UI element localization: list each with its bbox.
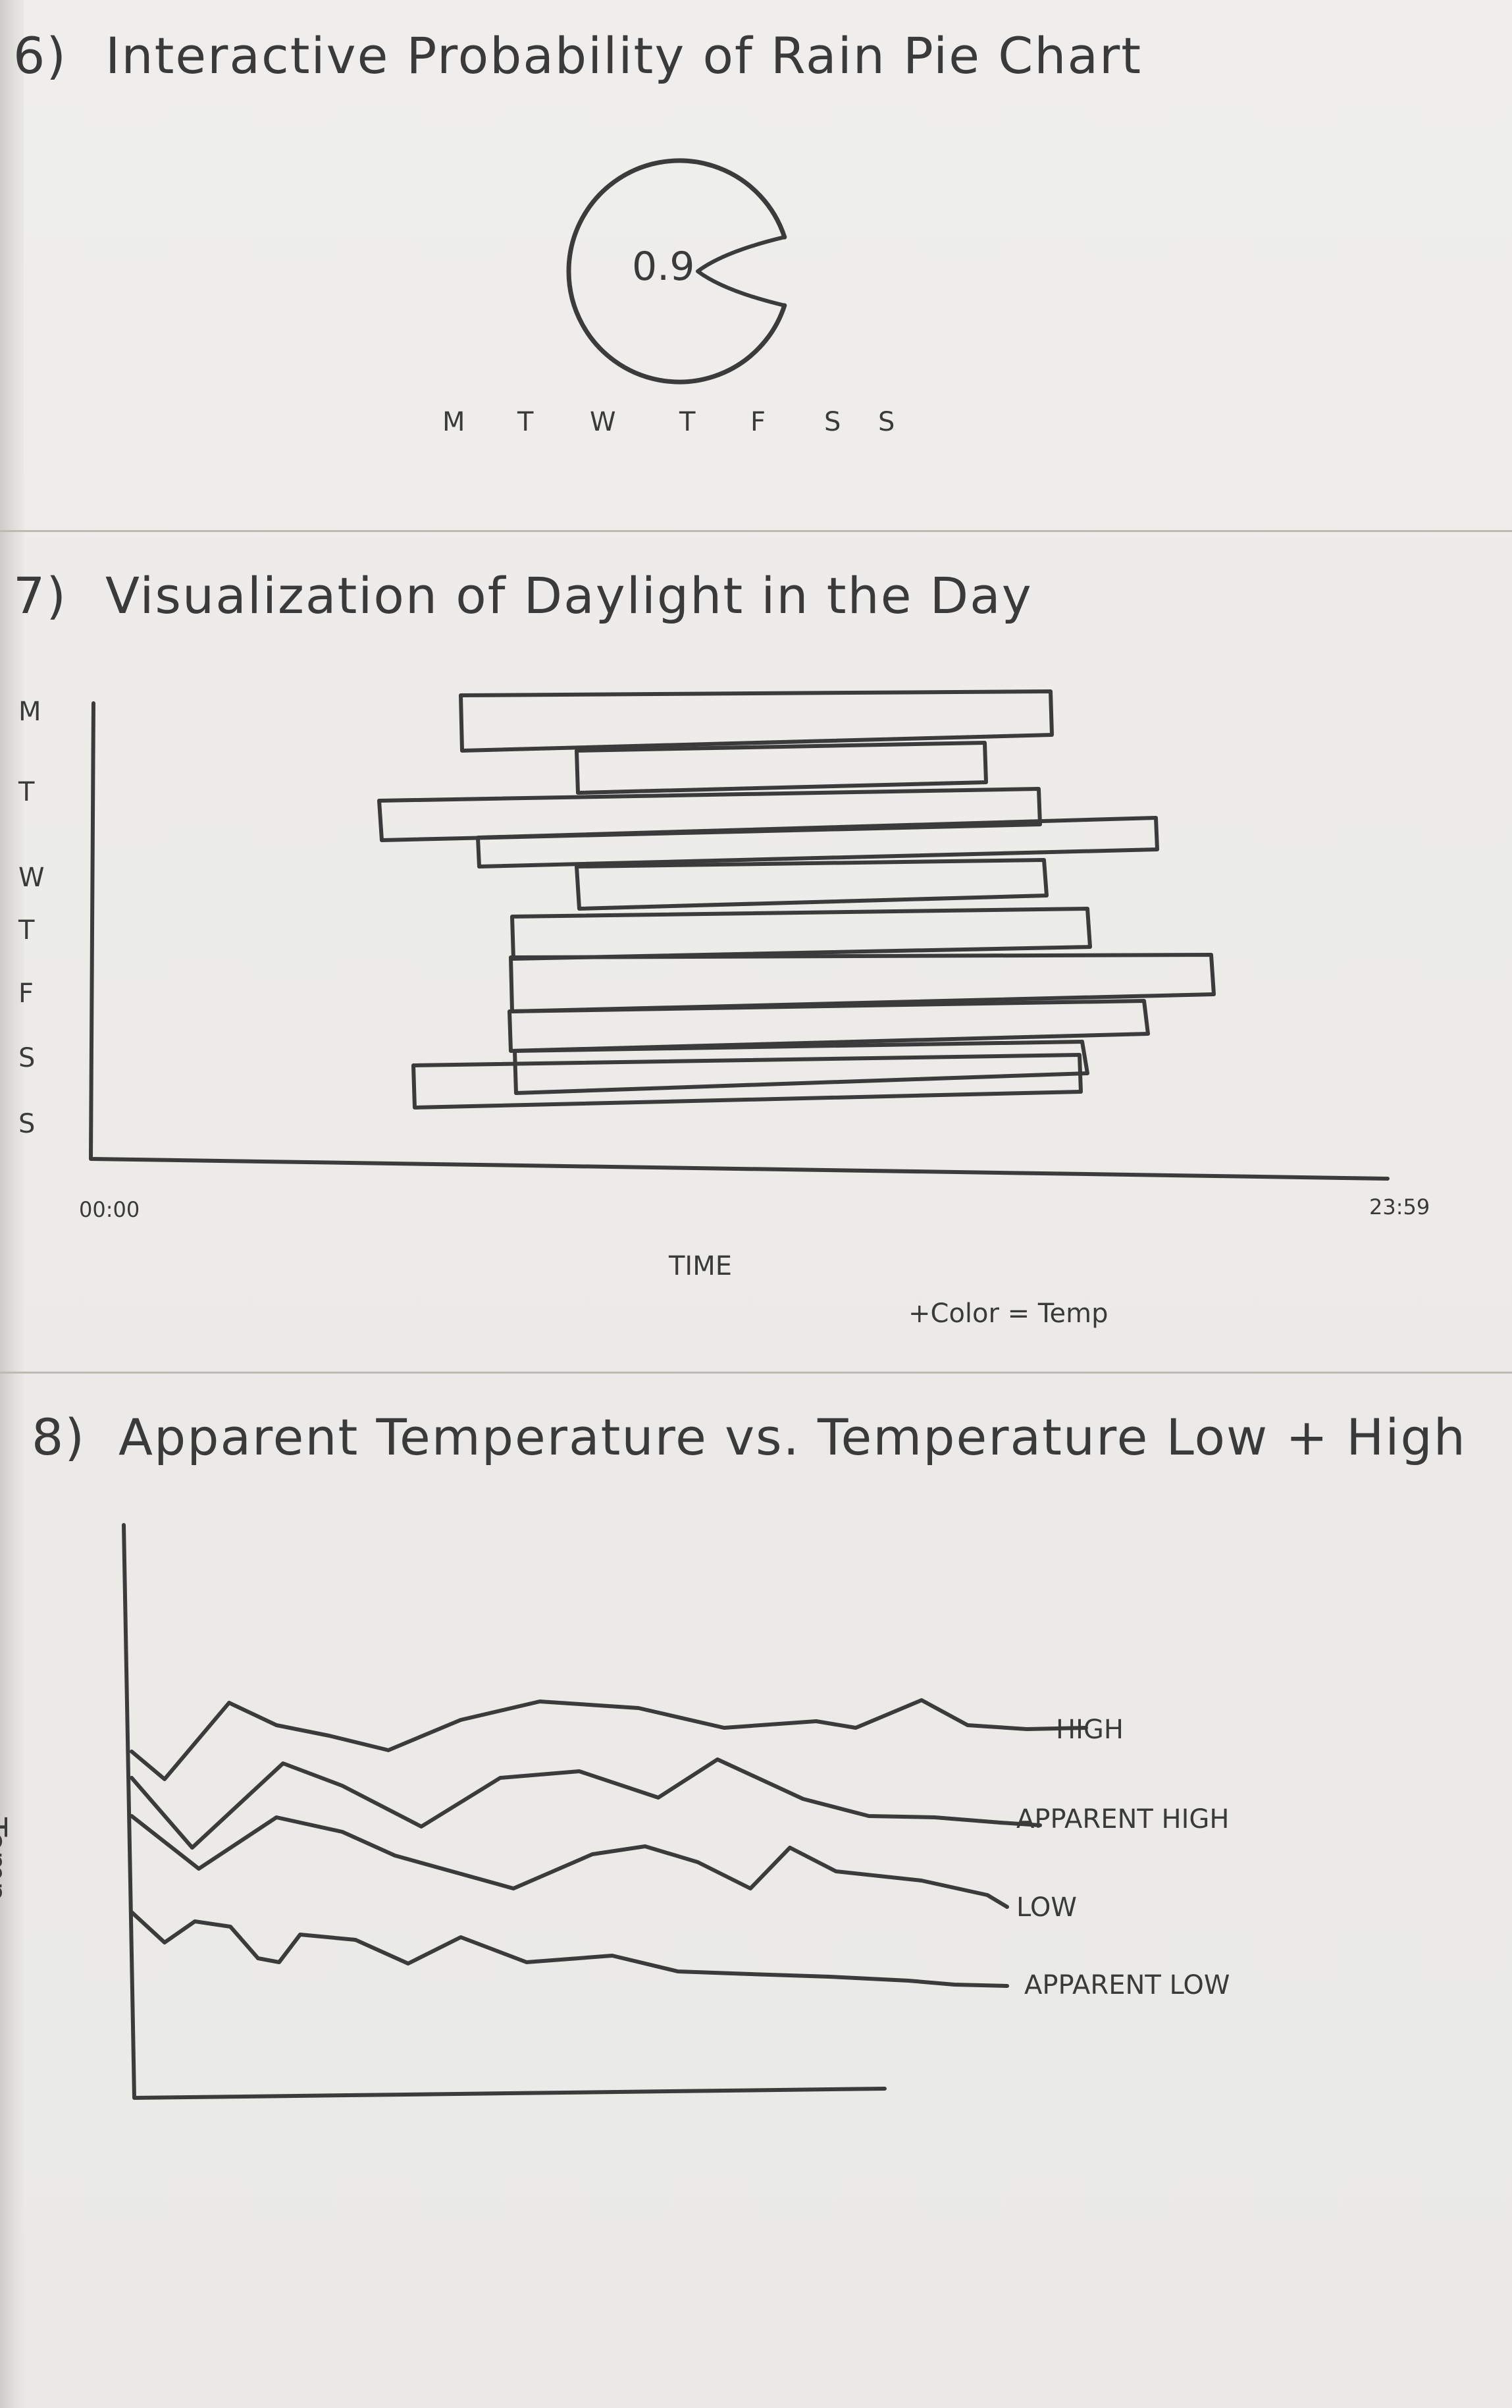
section-6-number: 6) <box>13 26 68 85</box>
line-apparent-low[interactable] <box>130 1910 1009 1988</box>
daylight-color-note: +Color = Temp <box>908 1298 1108 1329</box>
label-low: LOW <box>1016 1892 1077 1923</box>
daylight-bar-8[interactable] <box>508 999 1150 1053</box>
daylight-x-end: 23:59 <box>1369 1194 1430 1219</box>
daylight-day-monday: M <box>18 697 41 727</box>
section-divider-2 <box>0 1372 1512 1374</box>
pie-day-thursday[interactable]: T <box>679 407 696 437</box>
daylight-bar-1[interactable] <box>459 689 1054 753</box>
daylight-x-start: 00:00 <box>79 1197 140 1222</box>
daylight-day-thursday: T <box>18 915 35 946</box>
pie-day-saturday[interactable]: S <box>824 407 841 437</box>
pie-day-sunday[interactable]: S <box>878 407 895 437</box>
section-8-title: Apparent Temperature vs. Temperature Low… <box>118 1408 1467 1466</box>
section-6-title: Interactive Probability of Rain Pie Char… <box>105 26 1143 85</box>
daylight-day-sunday: S <box>18 1109 36 1139</box>
daylight-day-tuesday: T <box>18 777 35 807</box>
rain-pie-sketch <box>566 158 787 385</box>
daylight-bar-4[interactable] <box>476 816 1159 869</box>
pie-day-monday[interactable]: M <box>442 407 465 437</box>
daylight-x-axis-label: TIME <box>669 1251 733 1281</box>
daylight-bar-3[interactable] <box>377 787 1042 842</box>
pie-day-tuesday[interactable]: T <box>517 407 534 437</box>
section-divider-1 <box>0 530 1512 532</box>
section-7-title: Visualization of Daylight in the Day <box>105 566 1033 625</box>
daylight-bars <box>377 689 1216 1110</box>
daylight-axes <box>89 701 1390 1181</box>
pie-day-wednesday[interactable]: W <box>590 407 616 437</box>
pie-day-friday[interactable]: F <box>750 407 766 437</box>
daylight-sketch <box>89 689 1390 1181</box>
page-binding-edge <box>0 0 24 2408</box>
label-apparent-low: APPARENT LOW <box>1024 1970 1230 2000</box>
label-apparent-high: APPARENT HIGH <box>1016 1804 1230 1834</box>
pie-value-label: 0.9 <box>632 244 695 290</box>
daylight-day-wednesday: W <box>18 863 45 893</box>
daylight-bar-6[interactable] <box>510 907 1092 961</box>
line-high[interactable] <box>130 1698 1088 1781</box>
daylight-bar-5[interactable] <box>575 858 1049 911</box>
pie-slice-rain[interactable] <box>566 158 787 385</box>
daylight-day-friday: F <box>18 978 34 1009</box>
pie-slice-dry[interactable] <box>696 235 787 308</box>
daylight-day-saturday: S <box>18 1043 36 1073</box>
section-8-number: 8) <box>32 1408 86 1466</box>
daylight-bar-2[interactable] <box>575 741 988 795</box>
daylight-bar-7[interactable] <box>509 953 1216 1013</box>
line-apparent-high[interactable] <box>130 1757 1042 1850</box>
line-low[interactable] <box>130 1814 1009 1909</box>
daylight-bar-9[interactable] <box>513 1040 1089 1095</box>
daylight-bar-10[interactable] <box>411 1053 1083 1110</box>
temperature-axes <box>122 1523 887 2100</box>
label-high: HIGH <box>1056 1715 1124 1745</box>
section-7-number: 7) <box>13 566 68 625</box>
